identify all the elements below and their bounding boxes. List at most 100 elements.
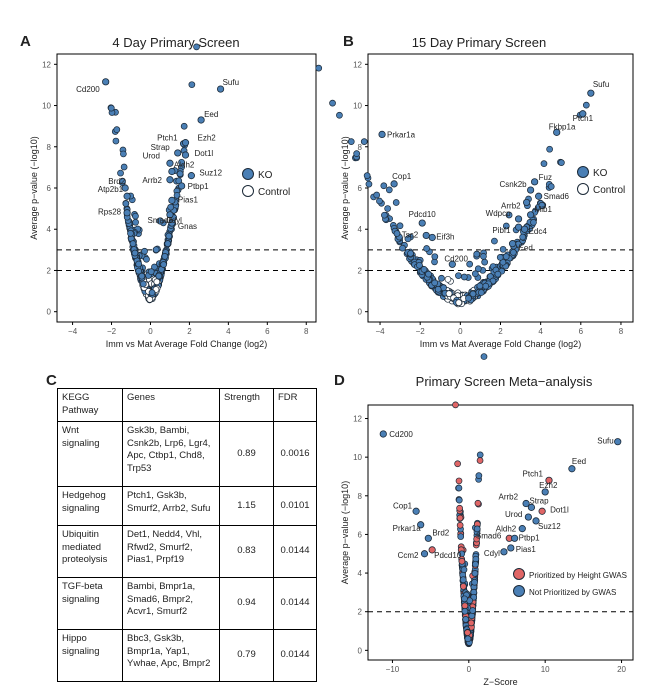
scatter-point bbox=[153, 278, 161, 286]
scatter-point bbox=[491, 237, 498, 245]
scatter-point bbox=[138, 272, 146, 280]
chart-panel-3 bbox=[365, 353, 634, 663]
legend-marker bbox=[513, 568, 525, 580]
y-tick-label: 12 bbox=[353, 415, 362, 424]
point-label: Ptch1 bbox=[523, 469, 544, 478]
scatter-point bbox=[476, 282, 484, 290]
scatter-point bbox=[360, 138, 368, 145]
point-label: Cdyl bbox=[484, 549, 500, 558]
x-tick-label: −10 bbox=[386, 665, 400, 674]
genes-cell: Det1, Nedd4, Vhl, Rfwd2, Smurf2, Pias1, … bbox=[122, 525, 220, 578]
fdr-cell: 0.0144 bbox=[273, 629, 317, 682]
scatter-point bbox=[122, 200, 130, 207]
scatter-point bbox=[496, 254, 504, 261]
scatter-point bbox=[112, 137, 120, 145]
x-tick-label: −4 bbox=[68, 327, 78, 336]
point-label: Cd200 bbox=[76, 85, 100, 94]
header-pathway: KEGG Pathway bbox=[57, 388, 123, 422]
y-tick-label: 6 bbox=[358, 530, 363, 539]
scatter-point bbox=[456, 521, 464, 529]
background-point-cloud bbox=[315, 64, 590, 308]
scatter-point bbox=[438, 274, 445, 282]
fdr-cell: 0.0144 bbox=[273, 577, 317, 630]
x-tick-label: −2 bbox=[107, 327, 117, 336]
pathway-cell: Hedgehog signaling bbox=[57, 486, 123, 526]
scatter-point bbox=[466, 260, 474, 268]
scatter-point bbox=[119, 177, 126, 185]
scatter-point bbox=[396, 222, 404, 230]
labeled-point bbox=[522, 198, 531, 207]
y-tick-label: 8 bbox=[47, 143, 52, 152]
scatter-point bbox=[143, 255, 150, 263]
genes-cell: Ptch1, Gsk3b, Smurf2, Arrb2, Sufu bbox=[122, 486, 220, 526]
point-label: Smad6 bbox=[476, 531, 502, 540]
point-label: Dot1l bbox=[195, 149, 214, 158]
scatter-point bbox=[499, 245, 507, 253]
scatter-point bbox=[458, 557, 466, 565]
scatter-point bbox=[452, 401, 459, 409]
y-axis-label: Average p−value (−log10) bbox=[340, 136, 350, 239]
scatter-point bbox=[467, 619, 475, 627]
labeled-point bbox=[448, 260, 456, 268]
labeled-point bbox=[508, 240, 517, 248]
point-label: Cop1 bbox=[392, 172, 412, 181]
y-tick-label: 2 bbox=[47, 266, 52, 275]
point-label: Wdpcp bbox=[486, 209, 511, 218]
point-label: Dot1l bbox=[550, 505, 569, 514]
y-tick-label: 4 bbox=[358, 225, 363, 234]
scatter-point bbox=[431, 253, 439, 261]
legend-label: KO bbox=[593, 168, 608, 179]
labeled-point bbox=[178, 182, 186, 190]
point-label: Cd200 bbox=[389, 430, 413, 439]
table-row: Hippo signaling Bbc3, Gsk3b, Bmpr1a, Yap… bbox=[57, 629, 317, 682]
y-tick-label: 2 bbox=[358, 608, 363, 617]
table-row: Hedgehog signaling Ptch1, Gsk3b, Smurf2,… bbox=[57, 486, 317, 526]
scatter-point bbox=[132, 218, 139, 226]
scatter-point bbox=[440, 284, 447, 292]
x-tick-label: 20 bbox=[617, 665, 626, 674]
scatter-point bbox=[407, 250, 414, 257]
scatter-point bbox=[459, 583, 467, 590]
labeled-point bbox=[168, 167, 176, 176]
point-label: Arrb2 bbox=[142, 176, 162, 185]
scatter-point bbox=[455, 299, 463, 307]
x-tick-label: 4 bbox=[538, 327, 543, 336]
scatter-point bbox=[160, 261, 167, 268]
point-label: Ptbp1 bbox=[188, 182, 209, 191]
point-label: Prkar1a bbox=[387, 130, 416, 139]
x-axis-label: Imm vs Mat Average Fold Change (log2) bbox=[106, 339, 267, 349]
labeled-point bbox=[156, 217, 164, 225]
scatter-point bbox=[454, 460, 461, 468]
scatter-point bbox=[141, 247, 148, 255]
table-row: Ubiquitin mediated proteolysis Det1, Ned… bbox=[57, 525, 317, 578]
scatter-point bbox=[582, 101, 590, 109]
scatter-point bbox=[494, 270, 502, 278]
labeled-point bbox=[123, 209, 131, 217]
point-label: Gnas bbox=[178, 222, 197, 231]
scatter-point bbox=[176, 170, 184, 178]
scatter-point bbox=[461, 607, 469, 615]
scatter-point bbox=[155, 272, 163, 280]
point-label: Mib1 bbox=[535, 205, 553, 214]
labeled-point bbox=[197, 116, 205, 124]
labeled-point bbox=[102, 78, 110, 86]
labeled-point bbox=[527, 186, 535, 194]
background-point-cloud bbox=[107, 43, 200, 304]
point-label: Ptch1 bbox=[157, 134, 178, 143]
scatter-point bbox=[353, 150, 361, 157]
labeled-point bbox=[522, 499, 530, 508]
scatter-point bbox=[148, 289, 156, 296]
point-label: Aldh2 bbox=[174, 161, 195, 170]
scatter-point bbox=[434, 285, 442, 293]
scatter-point bbox=[393, 230, 401, 237]
point-label: Prkar1a bbox=[393, 524, 422, 533]
scatter-point bbox=[164, 240, 172, 247]
point-label: Ptch1 bbox=[573, 114, 594, 123]
scatter-point bbox=[120, 163, 128, 171]
strength-cell: 0.83 bbox=[219, 525, 274, 578]
x-tick-label: 8 bbox=[619, 327, 624, 336]
strength-cell: 0.89 bbox=[219, 421, 274, 487]
scatter-point bbox=[444, 275, 452, 283]
kegg-pathway-table: KEGG Pathway Genes Strength FDR Wnt sign… bbox=[57, 388, 317, 682]
scatter-point bbox=[161, 252, 169, 260]
